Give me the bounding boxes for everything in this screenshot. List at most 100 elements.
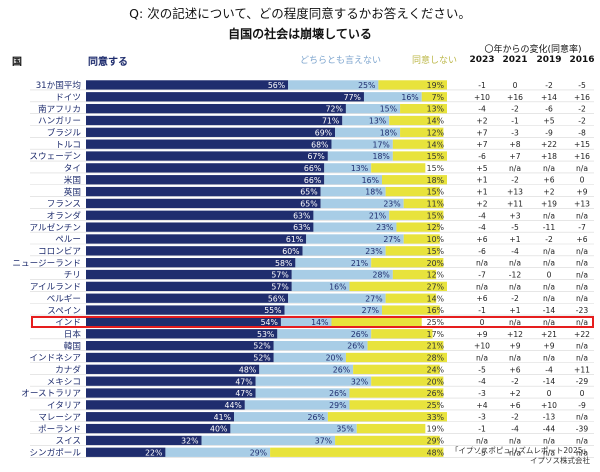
change-cell: +2: [476, 116, 487, 125]
value-label: 12%: [427, 271, 444, 280]
value-label: 25%: [358, 81, 375, 90]
value-label: 54%: [261, 318, 278, 327]
change-cell: n/a: [509, 353, 521, 362]
country-label: ベルギー: [47, 293, 81, 304]
change-cell: n/a: [543, 282, 555, 291]
change-cell: +1: [509, 306, 520, 315]
value-label: 26%: [329, 389, 346, 398]
change-cell: +21: [541, 330, 557, 339]
value-label: 47%: [235, 377, 252, 386]
value-label: 29%: [250, 448, 267, 457]
bar-agree: [86, 447, 166, 457]
change-cell: -5: [578, 81, 586, 90]
value-label: 28%: [373, 271, 390, 280]
bar-neither: [327, 151, 393, 161]
header-country: 国: [12, 57, 22, 68]
country-label: トルコ: [55, 140, 81, 150]
change-cell: n/a: [543, 318, 555, 327]
bar-disagree: [400, 103, 447, 114]
bar-disagree: [353, 364, 440, 374]
chart-subtitle: 自国の社会は崩壊している: [228, 27, 372, 41]
bar-disagree: [382, 175, 447, 185]
bar-neither: [313, 210, 390, 220]
change-cell: +2: [543, 188, 554, 197]
bar-disagree: [270, 447, 444, 457]
bar-neither: [345, 103, 401, 114]
change-cell: -2: [545, 81, 553, 90]
bar-disagree: [349, 281, 447, 292]
value-label: 37%: [315, 437, 332, 446]
value-label: 77%: [344, 93, 361, 102]
value-label: 17%: [373, 140, 390, 149]
change-cell: +22: [541, 140, 557, 149]
change-cell: +10: [474, 93, 490, 102]
bar-agree: [86, 151, 328, 161]
change-cell: -2: [545, 235, 553, 244]
bar-neither: [320, 186, 386, 197]
value-label: 57%: [271, 282, 288, 291]
bar-agree: [86, 127, 336, 137]
change-cell: -7: [578, 223, 586, 232]
bar-disagree: [371, 258, 444, 268]
value-label: 10%: [427, 235, 444, 244]
change-cell: +8: [509, 140, 520, 149]
value-label: 21%: [369, 211, 386, 220]
country-label: フランス: [47, 199, 81, 210]
change-cell: -6: [478, 247, 486, 256]
value-label: 13%: [351, 164, 368, 173]
country-label: シンガポール: [29, 447, 81, 458]
bar-disagree: [392, 269, 437, 280]
change-cell: 0: [547, 271, 552, 280]
bar-neither: [324, 175, 383, 185]
change-cell: n/a: [576, 353, 588, 362]
change-cell: +2: [476, 199, 487, 208]
country-label: オーストラリア: [21, 388, 81, 399]
value-label: 16%: [427, 306, 444, 315]
change-cell: n/a: [476, 436, 488, 445]
value-label: 18%: [427, 176, 444, 185]
change-cell: -7: [478, 271, 486, 280]
bar-neither: [280, 317, 332, 327]
question-text: Q: 次の記述について、どの程度同意するかお答えください。: [129, 6, 471, 21]
change-cell: -4: [511, 425, 519, 434]
value-label: 48%: [427, 448, 444, 457]
value-label: 21%: [427, 342, 444, 351]
bar-agree: [86, 329, 278, 339]
bar-disagree: [349, 388, 444, 398]
change-cell: -2: [511, 176, 519, 185]
change-cell: n/a: [576, 448, 588, 457]
change-cell: n/a: [509, 318, 521, 327]
bar-disagree: [392, 151, 447, 161]
change-cell: n/a: [543, 247, 555, 256]
bar-disagree: [421, 92, 447, 102]
change-cell: n/a: [476, 282, 488, 291]
change-cell: +6: [509, 401, 520, 410]
value-label: 52%: [253, 354, 270, 363]
country-label: オランダ: [47, 209, 82, 221]
bar-disagree: [396, 222, 440, 232]
change-cell: +7: [509, 152, 520, 161]
change-cell: +9: [576, 188, 587, 197]
country-label: 日本: [64, 328, 82, 340]
bar-neither: [324, 163, 372, 173]
value-label: 48%: [239, 365, 256, 374]
change-cell: +6: [576, 235, 587, 244]
bar-disagree: [356, 423, 426, 434]
value-label: 20%: [326, 354, 343, 363]
bar-agree: [86, 352, 274, 363]
change-cell: +6: [509, 365, 520, 374]
change-cell: -2: [511, 377, 519, 386]
value-label: 16%: [329, 282, 346, 291]
value-label: 23%: [383, 200, 400, 209]
value-label: 19%: [427, 425, 444, 434]
bar-agree: [86, 388, 256, 398]
change-cell: -9: [578, 401, 586, 410]
change-cell: +4: [476, 401, 487, 410]
change-cell: +6: [543, 176, 554, 185]
change-cell: +16: [507, 93, 523, 102]
value-label: 12%: [427, 128, 444, 137]
change-cell: n/a: [543, 164, 555, 173]
change-cell: +13: [507, 188, 523, 197]
value-label: 14%: [427, 294, 444, 303]
